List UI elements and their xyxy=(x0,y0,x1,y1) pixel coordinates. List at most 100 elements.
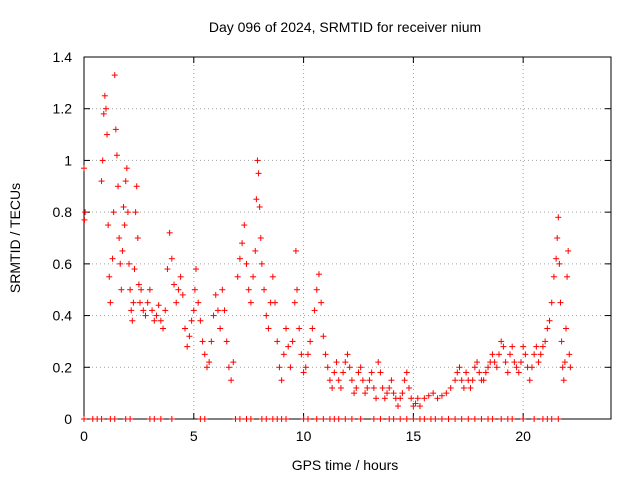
data-point xyxy=(118,286,125,293)
data-point xyxy=(379,384,386,391)
data-point xyxy=(513,364,520,371)
data-point xyxy=(263,312,270,319)
data-point xyxy=(557,299,564,306)
data-point xyxy=(192,266,199,273)
data-point xyxy=(82,209,89,216)
data-point xyxy=(438,392,445,399)
data-point xyxy=(403,416,410,422)
data-point xyxy=(386,384,393,391)
data-point xyxy=(353,384,360,391)
data-point xyxy=(289,338,296,345)
data-point xyxy=(438,416,445,422)
data-point xyxy=(443,390,450,397)
data-point xyxy=(326,377,333,384)
data-point xyxy=(122,178,129,185)
data-point xyxy=(432,416,439,422)
y-tick-label: 1 xyxy=(64,152,72,168)
x-tick-label: 15 xyxy=(406,428,422,444)
data-point xyxy=(81,216,88,223)
y-tick-label: 0.8 xyxy=(53,204,73,220)
data-point xyxy=(155,302,162,309)
data-point xyxy=(190,307,197,314)
data-point xyxy=(201,351,208,358)
data-point xyxy=(405,384,412,391)
data-point xyxy=(272,299,279,306)
axis-ticks: 0 0.2 0.4 0.6 0.8 1 1.2 1.4 0 5 10 15 20 xyxy=(53,49,611,444)
data-point xyxy=(539,343,546,350)
y-tick-label: 0.6 xyxy=(53,256,73,272)
data-point xyxy=(408,395,415,402)
data-point xyxy=(241,222,248,229)
data-point xyxy=(132,209,139,216)
data-point xyxy=(104,131,111,138)
data-point xyxy=(292,247,299,254)
data-point xyxy=(263,416,270,422)
data-point xyxy=(456,364,463,371)
data-point xyxy=(318,299,325,306)
data-point xyxy=(283,325,290,332)
data-point xyxy=(357,416,364,422)
data-point xyxy=(283,416,290,422)
data-point xyxy=(106,273,113,280)
data-point xyxy=(208,338,215,345)
y-tick-label: 1.2 xyxy=(53,101,73,117)
data-point xyxy=(302,364,309,371)
data-point xyxy=(116,235,123,241)
data-point xyxy=(311,307,318,314)
data-point xyxy=(469,377,476,384)
data-point xyxy=(247,299,254,306)
data-point xyxy=(212,291,219,298)
data-point xyxy=(390,390,397,397)
data-point xyxy=(493,364,500,371)
data-point xyxy=(342,359,349,366)
data-point xyxy=(199,338,206,345)
data-point xyxy=(111,416,118,422)
data-point xyxy=(214,307,221,314)
data-point xyxy=(261,286,268,293)
data-point xyxy=(522,351,529,358)
data-point xyxy=(119,247,126,254)
data-point xyxy=(99,157,106,164)
data-point xyxy=(366,377,373,384)
data-point xyxy=(81,416,87,422)
data-point xyxy=(128,307,135,314)
data-point xyxy=(463,369,470,376)
data-point xyxy=(511,359,518,366)
data-point xyxy=(476,369,483,376)
data-point xyxy=(548,416,555,422)
data-point xyxy=(337,384,344,391)
data-point xyxy=(135,281,142,288)
data-point xyxy=(309,325,316,332)
data-point xyxy=(315,271,322,278)
data-point xyxy=(280,351,287,358)
data-point xyxy=(142,312,149,319)
data-point xyxy=(171,281,178,288)
data-point xyxy=(397,395,404,402)
data-point xyxy=(390,416,397,422)
data-point xyxy=(384,390,391,397)
data-point xyxy=(368,369,375,376)
data-point xyxy=(561,359,568,366)
data-point xyxy=(105,222,112,229)
data-point xyxy=(517,359,524,366)
data-point xyxy=(559,364,566,371)
data-point xyxy=(287,364,294,371)
data-point xyxy=(186,333,193,340)
data-point xyxy=(412,400,419,407)
data-point xyxy=(324,364,331,371)
data-point xyxy=(236,255,243,262)
data-point xyxy=(558,338,565,345)
data-point xyxy=(562,325,569,332)
data-point xyxy=(359,377,366,384)
data-point xyxy=(256,203,263,210)
data-point xyxy=(333,359,340,366)
data-point xyxy=(146,286,153,293)
data-point xyxy=(416,403,423,410)
data-point xyxy=(206,359,213,366)
data-point xyxy=(243,260,250,267)
data-point xyxy=(255,170,262,177)
data-point xyxy=(304,416,311,422)
data-point xyxy=(173,299,180,306)
data-point xyxy=(370,384,377,391)
data-point xyxy=(375,359,382,366)
